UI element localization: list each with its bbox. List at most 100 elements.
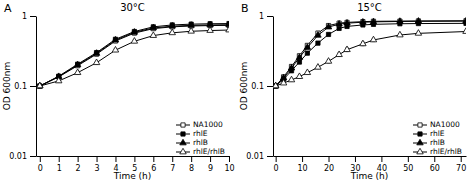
legend-entry: rhlE: [176, 129, 208, 138]
legend-entry: NA1000: [176, 120, 223, 129]
data-point: [207, 27, 213, 33]
x-tick: 1: [57, 156, 62, 173]
y-axis: 0.01 0.1 1: [246, 12, 273, 161]
data-point: [337, 26, 341, 30]
x-tick: 0: [38, 156, 43, 173]
data-point: [397, 31, 403, 37]
data-point: [37, 82, 43, 88]
x-axis-title: Time (h): [113, 171, 152, 181]
x-tick-label: 10: [224, 164, 234, 173]
data-point: [325, 58, 331, 64]
data-point: [226, 26, 229, 32]
x-tick: 0: [274, 156, 279, 173]
data-point: [288, 76, 294, 82]
data-point: [169, 29, 175, 35]
data-point: [280, 79, 286, 85]
x-tick-mark: [153, 156, 154, 162]
plot-area: 0102030405060700.010.11NA1000rhlErhlBrhl…: [246, 12, 469, 173]
y-axis: 0.010.11: [9, 12, 36, 161]
series-line: [40, 25, 229, 86]
data-point: [360, 40, 366, 46]
y-axis-title: OD 600nm: [2, 62, 12, 111]
legend-symbol: [181, 132, 185, 136]
y-tick: 1: [259, 12, 273, 21]
plot-area: 0123456789100.010.11NA1000rhlErhlBrhlE/r…: [9, 12, 234, 173]
x-tick-label: 7: [170, 164, 175, 173]
error-bar: [316, 42, 319, 45]
y-tick-mark: [30, 16, 36, 17]
y-tick: 1: [22, 12, 36, 21]
error-bar: [306, 52, 309, 55]
title: 15°C: [357, 2, 382, 13]
y-tick-label: 0.01: [9, 152, 27, 161]
data-point: [304, 69, 310, 75]
legend-label: NA1000: [430, 120, 460, 129]
series-line: [40, 30, 229, 86]
legend-label: NA1000: [193, 120, 223, 129]
legend-entry: rhlE/rhlB: [413, 147, 462, 156]
legend: NA1000rhlErhlBrhlE/rhlB: [413, 120, 462, 156]
data-point: [169, 22, 175, 28]
x-tick-label: 8: [189, 164, 194, 173]
data-point: [336, 51, 342, 57]
data-point: [93, 59, 99, 65]
data-point: [226, 21, 229, 27]
x-tick: 70: [456, 156, 466, 173]
x-tick: 60: [430, 156, 440, 173]
y-axis-title: OD 600nm: [239, 62, 249, 111]
x-tick-mark: [97, 156, 98, 162]
legend-symbol: [417, 139, 423, 145]
series: [38, 23, 229, 88]
legend-symbol: [418, 123, 422, 127]
x-tick-label: 50: [403, 164, 413, 173]
series-line: [276, 32, 466, 86]
x-tick: 2: [76, 156, 81, 173]
data-point: [112, 36, 118, 42]
data-point: [315, 64, 321, 70]
data-point: [74, 69, 80, 75]
data-point: [463, 28, 466, 34]
x-tick-mark: [461, 156, 462, 162]
x-tick-label: 9: [208, 164, 213, 173]
data-point: [188, 28, 194, 34]
x-tick-mark: [40, 156, 41, 162]
x-tick-label: 0: [274, 164, 279, 173]
y-tick: 0.1: [251, 82, 273, 91]
data-point: [397, 18, 403, 24]
x-tick-mark: [276, 156, 277, 162]
y-tick-label: 1: [259, 12, 264, 21]
legend-label: rhlE/rhlB: [193, 147, 225, 156]
data-point: [273, 82, 279, 88]
data-point: [296, 73, 302, 79]
data-point: [296, 54, 302, 60]
x-tick-label: 3: [95, 164, 100, 173]
data-point: [344, 19, 350, 25]
legend-entry: rhlE/rhlB: [176, 147, 225, 156]
x-tick-mark: [134, 156, 135, 162]
panel-label: B: [241, 2, 249, 15]
legend-symbol: [417, 148, 423, 154]
series: [274, 19, 466, 88]
legend-label: rhlB: [193, 138, 208, 147]
data-point: [112, 46, 118, 52]
x-tick-mark: [59, 156, 60, 162]
x-tick-mark: [355, 156, 356, 162]
data-point: [131, 29, 137, 35]
data-point: [336, 20, 342, 26]
legend-entry: NA1000: [413, 120, 460, 129]
x-tick: 10: [224, 156, 234, 173]
figure: 0123456789100.010.11NA1000rhlErhlBrhlE/r…: [0, 0, 474, 183]
x-tick-mark: [381, 156, 382, 162]
x-tick-label: 20: [324, 164, 334, 173]
legend-symbol: [180, 139, 186, 145]
x-tick-mark: [78, 156, 79, 162]
data-point: [325, 23, 331, 29]
y-tick: 0.01: [246, 152, 273, 161]
legend-symbol: [180, 148, 186, 154]
data-point: [344, 46, 350, 52]
legend-label: rhlE: [193, 129, 208, 138]
title: 30°C: [120, 2, 145, 13]
x-axis-title: Time (h): [350, 171, 389, 181]
series: [37, 26, 229, 88]
data-point: [131, 38, 137, 44]
